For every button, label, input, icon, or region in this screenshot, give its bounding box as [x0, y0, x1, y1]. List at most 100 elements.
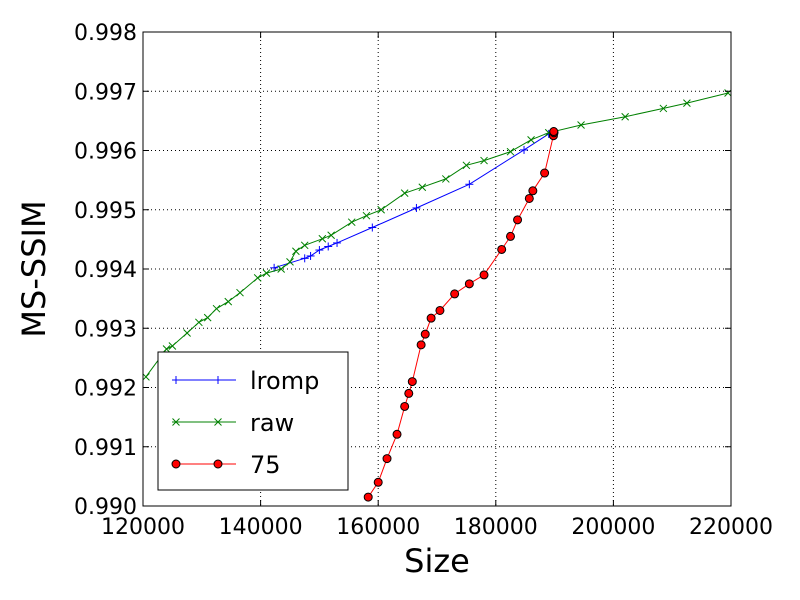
data-point-raw — [253, 274, 262, 282]
data-point-75 — [404, 388, 414, 398]
data-point-75 — [540, 168, 550, 178]
data-point-raw — [236, 288, 244, 297]
data-point-raw — [224, 297, 233, 306]
data-point-75 — [506, 231, 515, 241]
legend-label: raw — [250, 409, 294, 437]
data-point-raw — [621, 112, 630, 121]
data-point-lromp — [324, 242, 333, 251]
data-point-lromp — [368, 223, 377, 232]
x-tick-label: 140000 — [219, 515, 303, 540]
data-point-raw — [318, 234, 327, 243]
y-tick-label: 0.992 — [74, 377, 137, 402]
data-point-raw — [203, 313, 212, 322]
data-point-75 — [407, 377, 417, 387]
legend-marker — [172, 418, 180, 426]
legend-entry-lromp: lromp — [172, 367, 319, 395]
data-point-raw — [418, 183, 427, 192]
y-tick-label: 0.994 — [74, 258, 137, 283]
legend-marker — [214, 418, 222, 426]
data-point-75 — [497, 244, 507, 254]
data-point-raw — [480, 156, 488, 165]
legend-marker — [214, 376, 222, 384]
data-point-raw — [527, 135, 535, 144]
legend-marker — [213, 459, 223, 469]
legend-marker — [171, 459, 181, 469]
data-point-75 — [416, 340, 426, 350]
data-point-raw — [683, 99, 691, 107]
data-point-raw — [300, 241, 309, 250]
data-point-raw — [377, 205, 385, 214]
data-point-raw — [195, 318, 203, 327]
data-point-raw — [162, 345, 171, 353]
y-tick-label: 0.993 — [74, 317, 137, 342]
x-tick-label: 120000 — [101, 515, 185, 540]
data-point-raw — [462, 161, 471, 170]
data-point-raw — [724, 89, 731, 97]
y-tick-label: 0.998 — [74, 21, 137, 46]
data-point-75 — [479, 270, 489, 280]
data-point-lromp — [315, 246, 324, 255]
tick-labels: 120000 140000 160000 180000 200000 220000 0.99… — [74, 21, 773, 540]
x-tick-label: 200000 — [571, 515, 655, 540]
data-point-75 — [513, 215, 523, 225]
data-point-raw — [183, 329, 191, 337]
data-point-raw — [659, 104, 668, 113]
data-point-75 — [426, 313, 436, 323]
legend-box — [157, 351, 349, 491]
data-point-lromp — [306, 251, 315, 260]
series-lromp — [270, 129, 553, 272]
data-point-raw — [347, 218, 356, 227]
data-point-lromp — [520, 145, 529, 154]
data-point-raw — [143, 372, 150, 381]
data-point-raw — [400, 189, 409, 198]
data-point-lromp — [300, 254, 309, 263]
y-tick-label: 0.997 — [74, 80, 137, 105]
data-point-75 — [450, 289, 460, 299]
legend-marker — [172, 376, 180, 384]
data-point-raw — [506, 147, 515, 156]
legend: lromp raw 75 — [157, 351, 349, 491]
legend-entry-75: 75 — [171, 451, 281, 479]
series-layer — [143, 89, 731, 502]
ticks — [142, 31, 732, 507]
data-point-75 — [435, 305, 445, 315]
data-point-75 — [524, 193, 534, 203]
data-point-75 — [373, 477, 383, 487]
data-point-lromp — [333, 238, 342, 247]
x-axis-label: Size — [404, 542, 470, 580]
x-tick-label: 160000 — [336, 515, 420, 540]
legend-entry-raw: raw — [172, 409, 294, 437]
y-tick-label: 0.996 — [74, 140, 137, 165]
data-point-75 — [528, 186, 538, 196]
data-point-raw — [168, 342, 177, 350]
data-point-75 — [363, 492, 373, 502]
data-point-raw — [212, 304, 221, 313]
data-point-raw — [441, 175, 450, 183]
data-point-75 — [382, 454, 392, 464]
data-point-lromp — [465, 180, 474, 189]
y-tick-label: 0.995 — [74, 199, 137, 224]
data-point-raw — [327, 231, 336, 240]
legend-entries: lromp raw 75 — [171, 367, 319, 479]
x-tick-label: 220000 — [689, 515, 773, 540]
data-point-raw — [286, 258, 294, 266]
data-point-lromp — [412, 203, 421, 212]
x-tick-label: 180000 — [454, 515, 538, 540]
data-point-75 — [400, 401, 410, 411]
data-point-75 — [420, 329, 430, 339]
data-point-raw — [277, 265, 286, 273]
data-point-75 — [464, 279, 474, 289]
grid — [143, 32, 731, 506]
legend-label: lromp — [250, 367, 319, 395]
data-point-75 — [549, 127, 559, 137]
y-tick-label: 0.991 — [74, 436, 137, 461]
data-point-75 — [392, 429, 402, 439]
data-point-raw — [577, 121, 585, 129]
legend-label: 75 — [250, 451, 281, 479]
series-75 — [363, 127, 559, 502]
data-point-raw — [362, 211, 371, 220]
y-tick-label: 0.990 — [74, 495, 137, 520]
data-point-raw — [262, 269, 271, 278]
